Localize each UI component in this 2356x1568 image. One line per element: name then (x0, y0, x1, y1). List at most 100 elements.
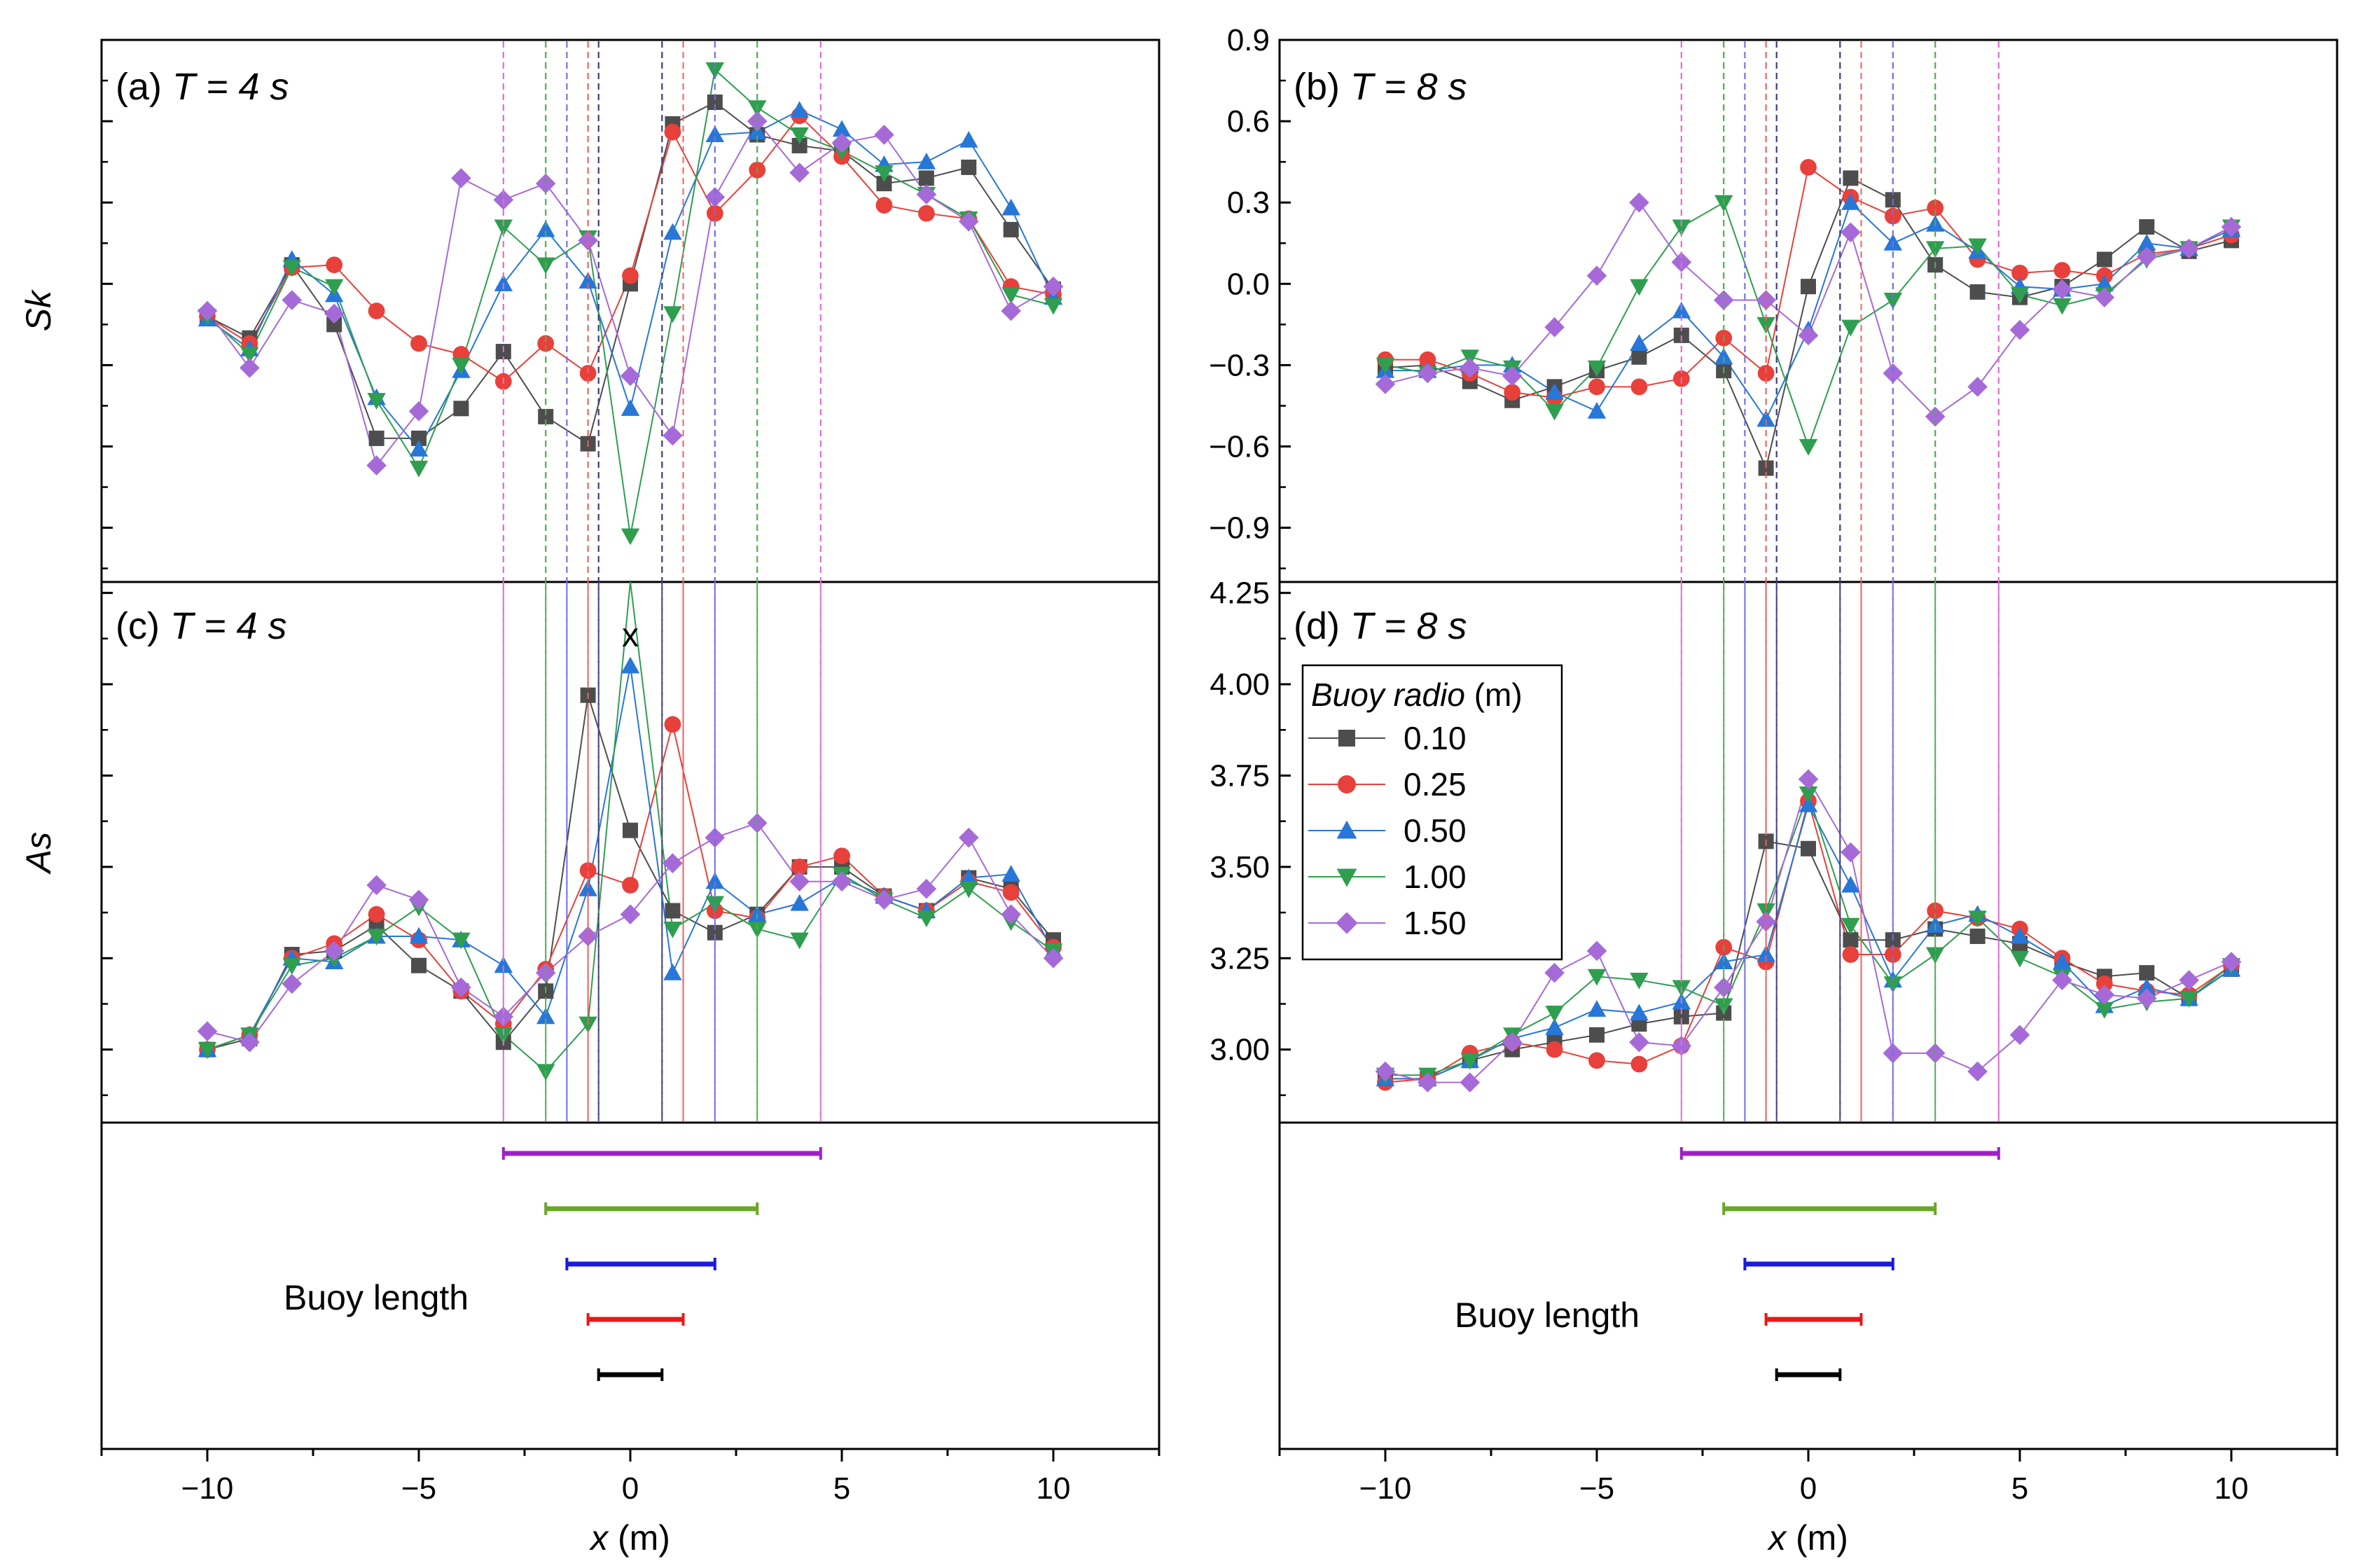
panel-c-point-1.50 (789, 871, 810, 892)
panel-a-point-1.50 (197, 300, 218, 321)
panel-c-point-1.50 (663, 853, 683, 873)
panel-a-point-0.25 (875, 197, 893, 214)
panel-d-ytick-label: 3.25 (1210, 941, 1270, 976)
panel-a-point-0.25 (622, 267, 639, 284)
panel-d-series (1375, 769, 2242, 1092)
panel-c-point-1.00 (578, 1016, 597, 1034)
panel-b-point-1.50 (1375, 374, 1396, 394)
panel-a-point-0.10 (918, 170, 934, 186)
panel-f-xtick-label: 0 (1800, 1471, 1817, 1506)
panel-d-point-1.00 (1630, 973, 1649, 990)
legend-title: Buoy radio (m) (1311, 677, 1523, 713)
panel-a-point-0.50 (917, 152, 936, 169)
panel-a-point-1.50 (578, 230, 598, 251)
panel-a-point-0.25 (537, 335, 555, 352)
panel-c-point-1.00 (959, 881, 978, 899)
panel-a-point-0.25 (579, 365, 597, 382)
panel-d-point-1.50 (2221, 952, 2242, 972)
panel-d-point-1.50 (1841, 842, 1861, 863)
panel-b-point-0.50 (1841, 193, 1860, 210)
panel-b-point-1.50 (1713, 290, 1734, 310)
legend-label-0.10: 0.10 (1404, 720, 1467, 756)
panel-a-series (197, 62, 1064, 546)
buoy-panel-right-bars (1679, 1147, 2000, 1381)
panel-b-y-ticks: −0.9 −0.6 −0.3 0.0 0.3 0.6 0.9 (1209, 23, 1291, 569)
panel-d-point-1.50 (2052, 970, 2072, 990)
panel-b-point-1.00 (1799, 438, 1818, 456)
panel-c-point-0.10 (623, 822, 638, 838)
panel-b-point-1.00 (2010, 287, 2030, 304)
panel-b-point-0.25 (1588, 378, 1605, 396)
panel-d-point-1.00 (2095, 1001, 2114, 1019)
panel-d-ytick-label: 3.00 (1210, 1033, 1270, 1067)
panel-d-point-0.50 (2010, 927, 2030, 944)
panel-a-point-0.10 (876, 176, 892, 192)
x-ticks-right: −10 −5 0 5 10 (1278, 1449, 2338, 1506)
panel-d-point-1.50 (2009, 1025, 2030, 1046)
panel-c-series-line-0.10 (207, 695, 1054, 1050)
panel-a-point-1.50 (620, 366, 641, 387)
panel-b-point-0.50 (1756, 410, 1775, 427)
panel-c-point-1.50 (451, 977, 471, 998)
panel-a-point-1.00 (1002, 287, 1020, 304)
panel-a-point-0.50 (663, 223, 682, 240)
panel-c-point-0.25 (664, 716, 681, 733)
panel-c-point-0.25 (791, 858, 808, 875)
panel-d-point-0.10 (1969, 928, 1986, 944)
legend-marker-1.50 (1336, 912, 1358, 934)
panel-a-point-0.50 (536, 220, 555, 237)
panel-c-point-0.50 (705, 872, 724, 889)
panel-b-point-0.10 (1843, 170, 1859, 186)
panel-c-series-line-1.50 (207, 822, 1054, 1043)
panel-a-series-line-1.00 (207, 68, 1054, 536)
panel-b-point-0.25 (1927, 200, 1944, 216)
panel-c-point-1.00 (494, 1027, 513, 1045)
panel-a-point-1.00 (409, 460, 429, 478)
panel-b-point-0.10 (2096, 251, 2112, 268)
panel-c-point-1.50 (197, 1021, 218, 1041)
panel-a-point-1.50 (324, 303, 345, 324)
panel-b-ytick-label: 0.3 (1227, 186, 1270, 220)
panel-b-point-1.50 (1883, 363, 1904, 384)
panel-c-point-0.10 (707, 924, 723, 941)
panel-d-point-1.50 (1375, 1061, 1396, 1082)
panel-a-point-0.25 (326, 256, 343, 274)
panel-b-point-0.10 (1758, 460, 1774, 476)
panel-a-point-1.00 (282, 260, 301, 277)
panel-c-point-1.00 (282, 958, 301, 975)
legend-marker-1.00 (1336, 868, 1357, 887)
panel-a-point-1.50 (240, 357, 260, 378)
panel-b-series (1375, 159, 2242, 476)
panel-c-point-1.00 (917, 910, 936, 928)
panel-b-point-0.50 (2137, 234, 2156, 251)
panel-b-ytick-label: −0.6 (1209, 430, 1270, 464)
panel-a-point-1.00 (663, 306, 682, 324)
panel-a-label: (a) T = 4 s (116, 66, 289, 108)
panel-b-point-1.50 (1418, 363, 1438, 384)
panel-a-point-0.50 (1002, 198, 1020, 216)
panel-a-point-0.10 (453, 401, 469, 417)
panel-d-point-1.00 (1545, 1005, 1564, 1022)
panel-c-label: (c) T = 4 s (116, 605, 287, 647)
buoy-panel-right-frame (1278, 1121, 2338, 1450)
panel-b-point-1.00 (1545, 403, 1564, 421)
panel-a-point-0.10 (791, 137, 808, 153)
panel-a-point-1.50 (874, 125, 894, 145)
panel-c-series-line-1.00 (207, 581, 1054, 1073)
panel-d-point-1.00 (1460, 1053, 1479, 1070)
panel-a-point-0.10 (538, 408, 554, 424)
panel-e-xtick-label: 0 (622, 1471, 639, 1506)
panel-c-outlier-marker: x (622, 617, 639, 654)
panel-c-point-0.50 (790, 894, 809, 911)
panel-a-point-0.25 (368, 303, 385, 319)
panel-b-point-0.25 (1884, 207, 1901, 225)
panel-b-ytick-label: −0.9 (1209, 511, 1270, 546)
panel-a-point-1.00 (790, 127, 809, 144)
legend-label-0.50: 0.50 (1404, 812, 1467, 849)
panel-e-xtick-label: 5 (833, 1471, 850, 1506)
panel-a-point-0.10 (326, 317, 342, 333)
panel-a-point-1.50 (451, 168, 471, 188)
panel-b-ytick-label: −0.3 (1209, 348, 1270, 382)
y-axis-title-sk: Sk (19, 289, 58, 331)
panel-d-point-1.50 (1756, 911, 1776, 932)
